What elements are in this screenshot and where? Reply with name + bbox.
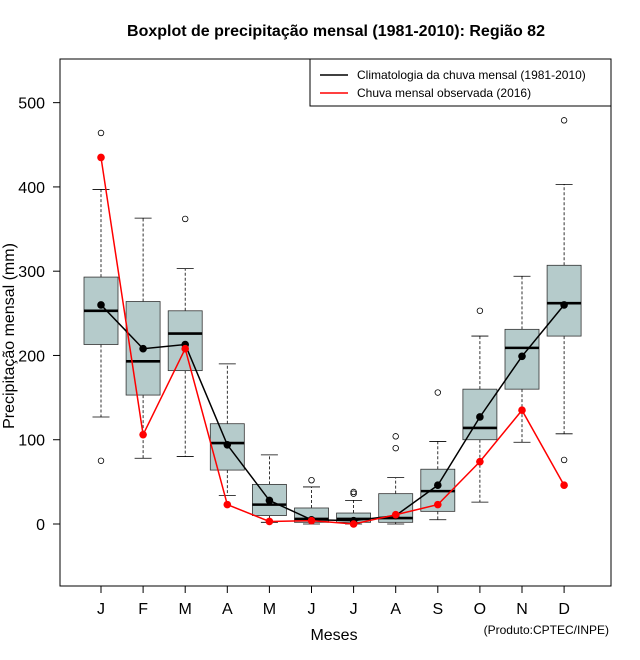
box-iqr xyxy=(546,264,582,337)
outlier-point xyxy=(350,488,357,496)
climatology-point xyxy=(265,496,274,505)
climatology-point xyxy=(223,440,232,449)
observed-point xyxy=(139,430,147,439)
x-tick-label: M xyxy=(179,601,192,618)
box-iqr xyxy=(167,310,203,372)
box-2 xyxy=(125,217,161,459)
box-4 xyxy=(209,363,245,496)
outlier-point xyxy=(97,457,105,464)
observed-point xyxy=(349,520,358,528)
outlier-point xyxy=(392,433,399,440)
observed-line xyxy=(100,157,565,525)
x-tick-label: N xyxy=(516,601,528,618)
box-1 xyxy=(83,129,119,464)
y-axis: 0 100 200 300 400 500 xyxy=(18,96,60,534)
outlier-point xyxy=(560,456,568,464)
y-tick-label: 200 xyxy=(18,348,45,365)
observed-point xyxy=(476,457,484,466)
outlier-point xyxy=(392,444,399,452)
legend-label-observed: Chuva mensal observada (2016) xyxy=(357,86,531,100)
climatology-point xyxy=(434,481,442,490)
box-3 xyxy=(167,215,203,457)
outlier-point xyxy=(308,476,315,484)
outlier-point xyxy=(350,490,357,497)
outlier-point xyxy=(97,129,105,137)
box-8 xyxy=(378,433,414,525)
observed-point xyxy=(307,516,316,525)
observed-point xyxy=(223,500,232,509)
legend-box xyxy=(309,58,612,107)
climatology-line xyxy=(100,304,565,522)
climatology-point xyxy=(139,344,147,353)
outlier-point xyxy=(181,215,189,223)
observed-point xyxy=(434,500,442,509)
legend-label-climatology: Climatologia da chuva mensal (1981-2010) xyxy=(357,68,586,82)
climatology-point xyxy=(560,301,568,309)
observed-point xyxy=(560,481,568,490)
x-tick-label: D xyxy=(558,601,570,618)
observed-point xyxy=(265,517,274,526)
climatology-point xyxy=(518,352,526,361)
box-12 xyxy=(546,117,582,464)
x-tick-label: J xyxy=(308,601,316,618)
y-tick-label: 300 xyxy=(18,264,45,281)
series-observed xyxy=(97,153,568,528)
climatology-point xyxy=(476,413,484,421)
outlier-point xyxy=(476,307,484,314)
outlier-point xyxy=(560,117,568,124)
x-axis-label: Meses xyxy=(310,627,357,644)
y-axis-label: Precipitação mensal (mm) xyxy=(1,243,18,429)
chart-title: Boxplot de precipitação mensal (1981-201… xyxy=(127,23,545,40)
x-tick-label: J xyxy=(350,601,358,618)
credit-label: (Produto:CPTEC/INPE) xyxy=(484,623,609,637)
y-tick-label: 400 xyxy=(18,180,45,197)
x-tick-label: A xyxy=(222,601,233,618)
x-tick-label: J xyxy=(97,601,105,618)
series-lines xyxy=(97,153,568,528)
y-tick-label: 100 xyxy=(18,433,45,450)
observed-point xyxy=(97,153,105,162)
y-tick-label: 500 xyxy=(18,96,45,113)
legend: Climatologia da chuva mensal (1981-2010)… xyxy=(309,58,612,107)
outlier-point xyxy=(434,389,441,396)
box-5 xyxy=(251,454,287,523)
climatology-point xyxy=(97,301,105,309)
x-tick-label: F xyxy=(138,601,148,618)
x-tick-label: M xyxy=(263,601,276,618)
boxes xyxy=(83,117,582,525)
x-tick-label: A xyxy=(390,601,401,618)
observed-point xyxy=(391,510,400,519)
x-tick-label: S xyxy=(432,601,443,618)
y-tick-label: 0 xyxy=(36,517,45,534)
x-tick-label: O xyxy=(474,601,486,618)
box-9 xyxy=(420,389,456,521)
observed-point xyxy=(518,406,526,415)
observed-point xyxy=(181,344,189,353)
